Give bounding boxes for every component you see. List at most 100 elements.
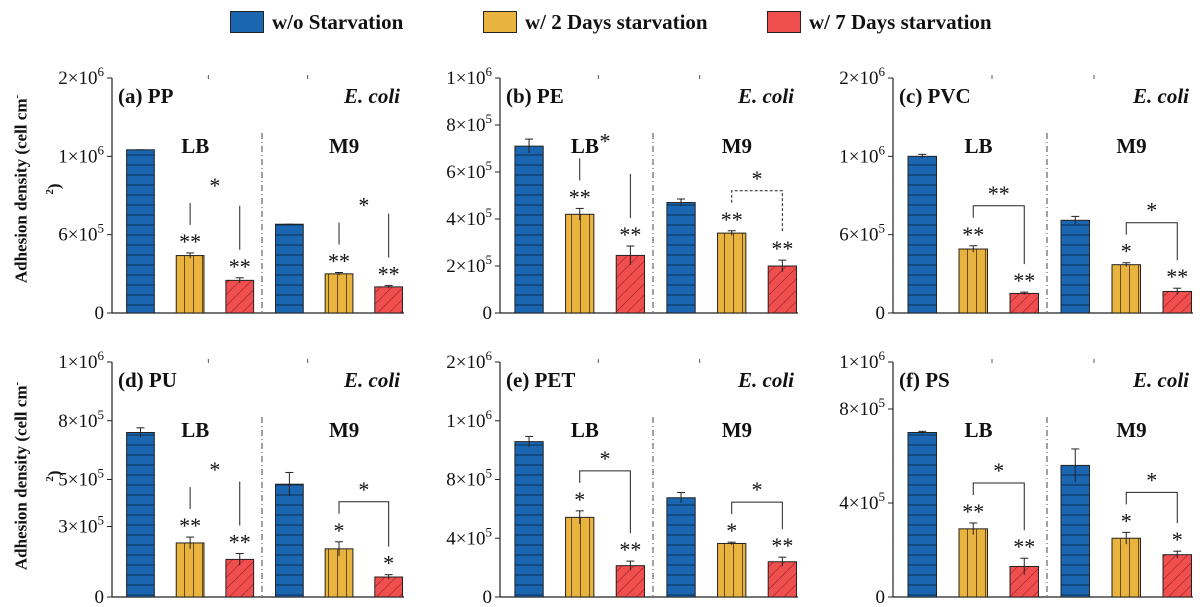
bar-7-days [225,558,255,598]
bar-no-starvation [907,432,937,598]
bar-2-days [324,273,354,314]
bar-7-days [225,279,255,314]
bar-no-starvation [514,145,544,314]
bar-2-days [717,542,747,598]
comparison-label: * [752,166,763,191]
bar-no-starvation [1060,219,1090,314]
legend: w/o Starvation w/ 2 Days starvation w/ 7… [0,0,1200,44]
group-label: LB [181,134,209,158]
bar-no-starvation [126,432,155,598]
y-tick-label: 6×105 [58,221,104,246]
legend-item-2-days: w/ 2 Days starvation [483,8,708,36]
significance-label: * [726,518,737,543]
bar-2-days [958,248,988,314]
significance-label: ** [1013,268,1035,293]
comparison-label: * [600,446,611,471]
comparison-bracket [731,501,783,530]
organism-label: E. coli [737,84,794,108]
significance-label: ** [771,236,793,261]
y-tick-label: 8×105 [839,395,885,420]
y-tick-label: 3×105 [58,513,104,538]
organism-label: E. coli [1132,368,1189,392]
y-tick-label: 5×105 [58,466,104,491]
legend-label: w/o Starvation [272,9,404,34]
significance-label: ** [328,249,350,274]
significance-label: ** [1166,264,1188,289]
bar-7-days [374,576,404,598]
comparison-label: ** [988,181,1010,206]
chart-panel: 0 4×105 8×105 1×106 2×106 (e) PET E. coli LB M9 *… [446,348,798,607]
y-tick-label: 2×106 [58,64,104,89]
group-label: M9 [722,134,752,158]
significance-label: * [1121,239,1132,264]
group-label: LB [571,134,599,158]
y-tick-label: 0 [95,303,105,324]
y-tick-label: 4×105 [446,524,492,549]
bar-no-starvation [666,202,696,314]
bar-7-days [767,265,798,314]
panel-title: (d) PU [118,368,177,392]
y-tick-label: 1×106 [839,142,885,167]
significance-label: ** [569,184,591,209]
comparison-bracket [338,501,390,547]
y-tick-label: 8×105 [446,111,492,136]
group-label: LB [964,418,992,442]
comparison-label: * [358,193,369,218]
bar-2-days [717,232,747,314]
group-label: LB [181,418,209,442]
comparison-bracket [1125,222,1178,261]
legend-swatch-red [767,11,801,33]
bar-no-starvation [666,497,696,598]
bar-no-starvation [275,223,304,314]
panel-title: (c) PVC [899,84,971,108]
bar-2-days [175,255,205,314]
y-tick-label: 0 [483,303,493,324]
comparison-label: * [358,477,369,502]
significance-label: ** [619,222,641,247]
organism-label: E. coli [343,84,400,108]
comparison-bracket [972,205,1025,265]
bar-2-days [565,213,595,314]
significance-label: ** [771,533,793,558]
bar-7-days [615,254,646,314]
organism-label: E. coli [1132,84,1189,108]
legend-item-7-days: w/ 7 Days starvation [767,8,992,36]
significance-label: ** [179,513,201,538]
bar-no-starvation [275,483,304,598]
bar-2-days [1111,537,1141,598]
group-label: LB [571,418,599,442]
y-tick-label: 0 [876,303,886,324]
significance-label: ** [962,499,984,524]
bar-2-days [958,528,988,598]
y-tick-label: 2×105 [446,252,492,277]
group-label: M9 [329,134,359,158]
bar-7-days [1009,292,1039,314]
y-tick-label: 8×105 [446,466,492,491]
comparison-label: * [1146,467,1157,492]
legend-item-no-starvation: w/o Starvation [230,8,403,36]
bar-no-starvation [907,155,937,314]
y-tick-label: 1×106 [58,142,104,167]
comparison-bracket [972,482,1025,531]
y-tick-label: 2×106 [839,64,885,89]
bar-2-days [175,542,205,598]
significance-label: ** [179,229,201,254]
group-label: LB [964,134,992,158]
y-tick-label: 4×105 [839,489,885,514]
y-tick-label: 1×106 [446,407,492,432]
y-tick-label: 2×106 [446,348,492,373]
legend-swatch-yellow [483,11,517,33]
comparison-label: * [993,458,1004,483]
y-tick-label: 0 [483,587,493,607]
bar-2-days [1111,264,1141,314]
significance-label: ** [1013,534,1035,559]
y-tick-label: 1×106 [446,64,492,89]
y-tick-label: 6×105 [839,221,885,246]
significance-label: ** [962,222,984,247]
bar-7-days [615,565,646,598]
